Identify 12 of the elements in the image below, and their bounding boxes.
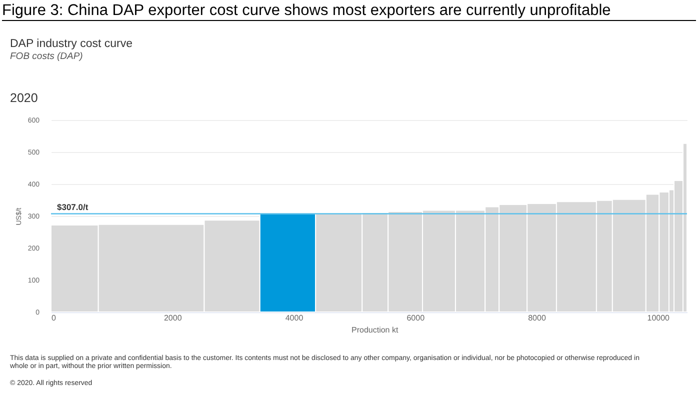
x-tick-label: 8000 <box>528 314 546 322</box>
text: FOB costs (DAP) <box>10 51 83 62</box>
chart-title: Figure 3: China DAP exporter cost curve shows most exporters are currently unprofitable <box>2 2 696 21</box>
text: 2020 <box>10 91 38 105</box>
x-tick-label: 4000 <box>285 314 304 322</box>
x-tick-label: 10000 <box>647 314 670 322</box>
ref-line-label: $307.0/t <box>57 202 88 212</box>
x-axis-title: Production kt <box>352 326 399 334</box>
x-tick-label: 6000 <box>406 314 426 322</box>
chart-subtitle: DAP industry cost curve <box>10 38 133 50</box>
x-tick-label: 2000 <box>164 314 182 322</box>
x-tick-label: 0 <box>52 314 56 322</box>
